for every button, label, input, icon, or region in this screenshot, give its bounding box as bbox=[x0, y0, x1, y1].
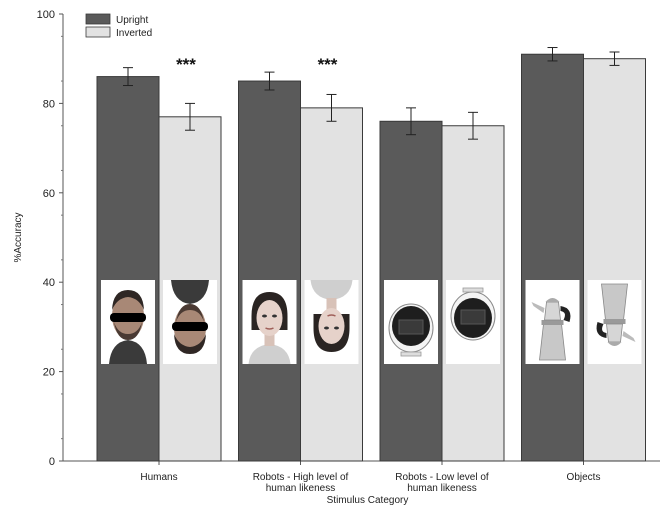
y-tick-label: 100 bbox=[37, 9, 55, 21]
image-content bbox=[248, 292, 291, 364]
bars bbox=[96, 53, 646, 462]
image-content bbox=[310, 280, 353, 352]
pot-lid bbox=[545, 298, 560, 302]
neck bbox=[264, 334, 275, 346]
image-content bbox=[109, 290, 147, 364]
pot-top bbox=[606, 323, 623, 343]
pot-base bbox=[539, 323, 566, 361]
y-axis-title: %Accuracy bbox=[13, 212, 24, 262]
pot-handle bbox=[596, 322, 607, 338]
significance-marker: *** bbox=[318, 55, 338, 74]
robot-display bbox=[398, 319, 424, 335]
pot-base bbox=[601, 283, 628, 321]
pot-handle bbox=[560, 306, 571, 322]
shoulders bbox=[248, 344, 291, 364]
bar-inverted-3 bbox=[583, 58, 646, 462]
pot-top bbox=[544, 301, 561, 321]
eye-bar bbox=[172, 322, 208, 331]
significance-marker: *** bbox=[176, 55, 196, 74]
category-label: Humans bbox=[140, 472, 177, 483]
round-robot-upright-icon bbox=[384, 280, 438, 364]
pot-band bbox=[603, 319, 626, 324]
face bbox=[256, 300, 283, 336]
robot-display bbox=[460, 309, 486, 325]
error-bars bbox=[123, 47, 620, 140]
legend: Upright Inverted bbox=[85, 13, 152, 39]
legend-swatch-upright bbox=[85, 13, 111, 25]
android-face-inverted-icon bbox=[304, 280, 359, 364]
beard bbox=[114, 322, 142, 340]
image-content bbox=[171, 280, 209, 354]
hair bbox=[174, 334, 206, 354]
y-tick-label: 80 bbox=[43, 98, 55, 110]
stimulus-images bbox=[101, 280, 642, 364]
x-axis-title: Stimulus Category bbox=[327, 495, 409, 506]
pot-lid bbox=[607, 342, 622, 346]
pot-spout bbox=[531, 302, 545, 313]
coffee-pot-upright-icon bbox=[525, 280, 580, 364]
face-upright-icon bbox=[101, 280, 155, 364]
eye-right bbox=[324, 326, 329, 330]
mouth bbox=[265, 327, 274, 330]
robot-base bbox=[462, 287, 484, 293]
shirt bbox=[171, 280, 209, 304]
round-robot-inverted-icon bbox=[446, 280, 500, 364]
image-content bbox=[388, 303, 434, 357]
face-inverted-icon bbox=[163, 280, 217, 364]
bar-upright-0 bbox=[96, 76, 160, 462]
mouth bbox=[327, 314, 336, 317]
neck bbox=[326, 298, 337, 310]
pot-spout bbox=[622, 331, 636, 342]
eye-bar bbox=[110, 313, 146, 322]
eye-left bbox=[262, 314, 267, 318]
beard bbox=[176, 304, 204, 322]
y-tick-label: 40 bbox=[43, 277, 55, 289]
pot-band bbox=[541, 320, 564, 325]
y-tick-label: 0 bbox=[49, 456, 55, 468]
category-label: human likeness bbox=[407, 483, 476, 494]
robot-base bbox=[400, 351, 422, 357]
y-tick-label: 60 bbox=[43, 188, 55, 200]
y-tick-label: 20 bbox=[43, 367, 55, 379]
legend-label-upright: Upright bbox=[116, 15, 148, 26]
shoulders bbox=[310, 280, 353, 300]
hair bbox=[112, 290, 144, 310]
coffee-pot-inverted-icon bbox=[587, 280, 642, 364]
shirt bbox=[109, 340, 147, 364]
category-label: human likeness bbox=[266, 483, 335, 494]
bar-upright-1 bbox=[238, 80, 301, 462]
eye-right bbox=[272, 314, 277, 318]
legend-swatch-inverted bbox=[85, 26, 111, 38]
category-label: Robots - Low level of bbox=[395, 472, 489, 483]
image-content bbox=[450, 287, 496, 341]
image-content bbox=[531, 298, 571, 361]
eye-left bbox=[334, 326, 339, 330]
android-face-upright-icon bbox=[242, 280, 297, 364]
bar-upright-3 bbox=[521, 53, 584, 462]
legend-label-inverted: Inverted bbox=[116, 28, 152, 39]
category-label: Robots - High level of bbox=[253, 472, 349, 483]
category-label: Objects bbox=[567, 472, 601, 483]
face bbox=[318, 308, 345, 344]
image-content bbox=[596, 283, 636, 346]
